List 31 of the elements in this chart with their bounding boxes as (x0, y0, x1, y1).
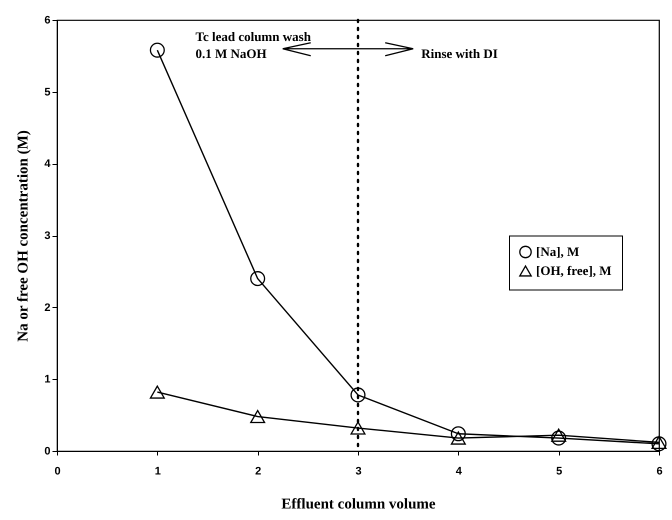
y-tick-label: 1 (44, 374, 50, 386)
point (350, 421, 366, 435)
annotation: Tc lead column wash (195, 29, 312, 44)
annotation: Rinse with DI (421, 46, 498, 61)
y-tick-label: 6 (44, 14, 50, 26)
y-tick-label: 0 (44, 446, 50, 458)
x-tick-label: 4 (456, 466, 463, 478)
point (250, 271, 266, 286)
point (150, 385, 165, 399)
x-tick-label: 3 (355, 466, 362, 478)
x-tick-label: 6 (656, 466, 663, 478)
x-tick-label: 0 (54, 466, 61, 478)
point (250, 410, 266, 424)
y-tick-label: 2 (44, 302, 50, 314)
y-axis-title: Na or free OH concentration (M) (15, 130, 32, 342)
y-tick-label: 4 (44, 158, 52, 170)
x-tick-label: 2 (255, 466, 262, 478)
annotation: 0.1 M NaOH (195, 46, 267, 61)
point (551, 428, 566, 442)
x-tick-label: 1 (154, 466, 161, 478)
point (450, 431, 466, 445)
point (551, 430, 566, 446)
legend-label: [OH, free], M (536, 263, 612, 278)
y-tick-label: 5 (44, 86, 50, 98)
point (350, 387, 366, 402)
x-axis-title: Effluent column volume (281, 496, 436, 512)
legend-label: [Na], M (536, 244, 580, 259)
point (450, 426, 466, 442)
y-tick-label: 3 (44, 230, 50, 242)
point (150, 42, 165, 58)
x-tick-label: 5 (556, 466, 562, 478)
